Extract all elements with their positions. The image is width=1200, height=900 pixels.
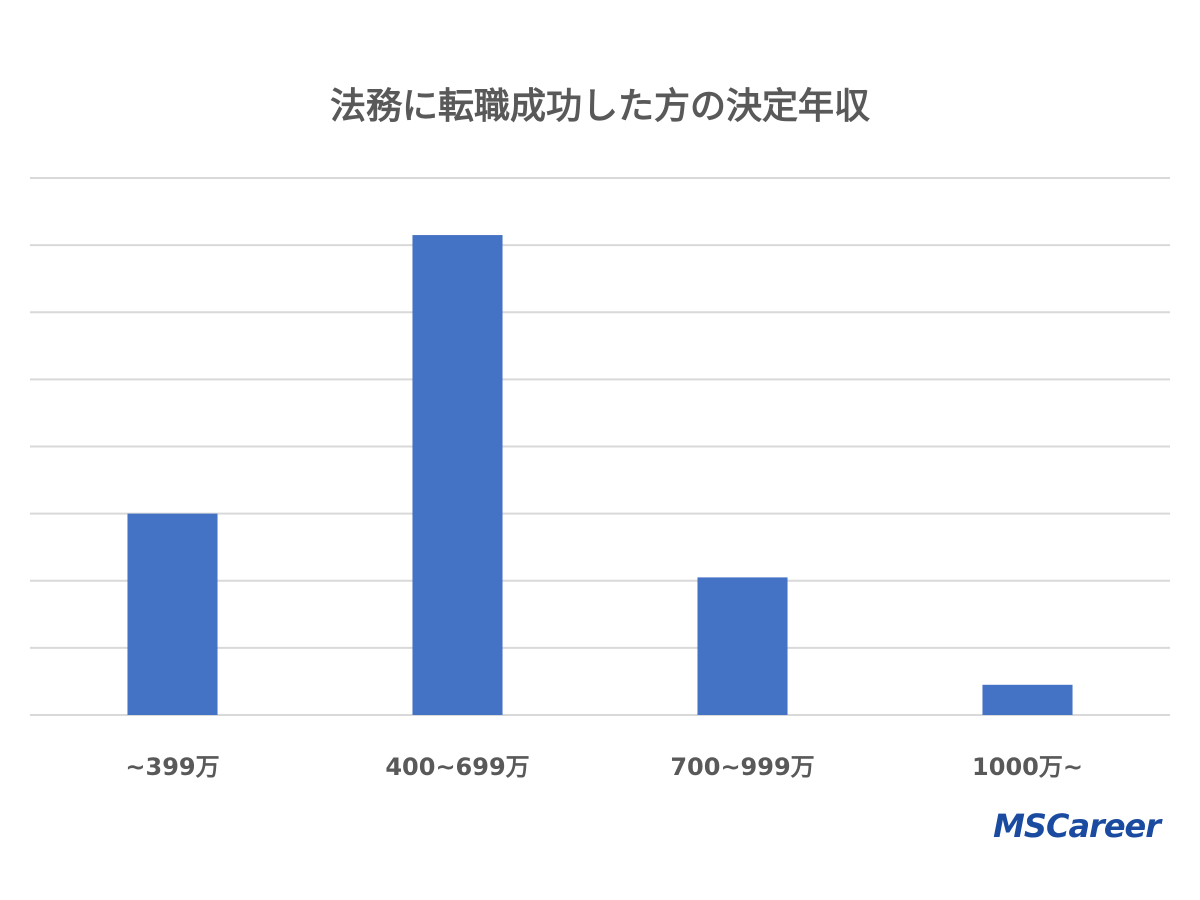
bar: [127, 513, 218, 715]
bar: [697, 577, 788, 715]
logo: MSCareer: [993, 807, 1163, 845]
bar: [412, 235, 503, 715]
chart-title: 法務に転職成功した方の決定年収: [330, 86, 870, 127]
bar: [982, 684, 1073, 715]
x-tick-label: 1000万~: [972, 753, 1083, 781]
x-tick-label: ~399万: [125, 753, 219, 781]
x-tick-label: 700~999万: [670, 753, 814, 781]
x-tick-label: 400~699万: [385, 753, 529, 781]
